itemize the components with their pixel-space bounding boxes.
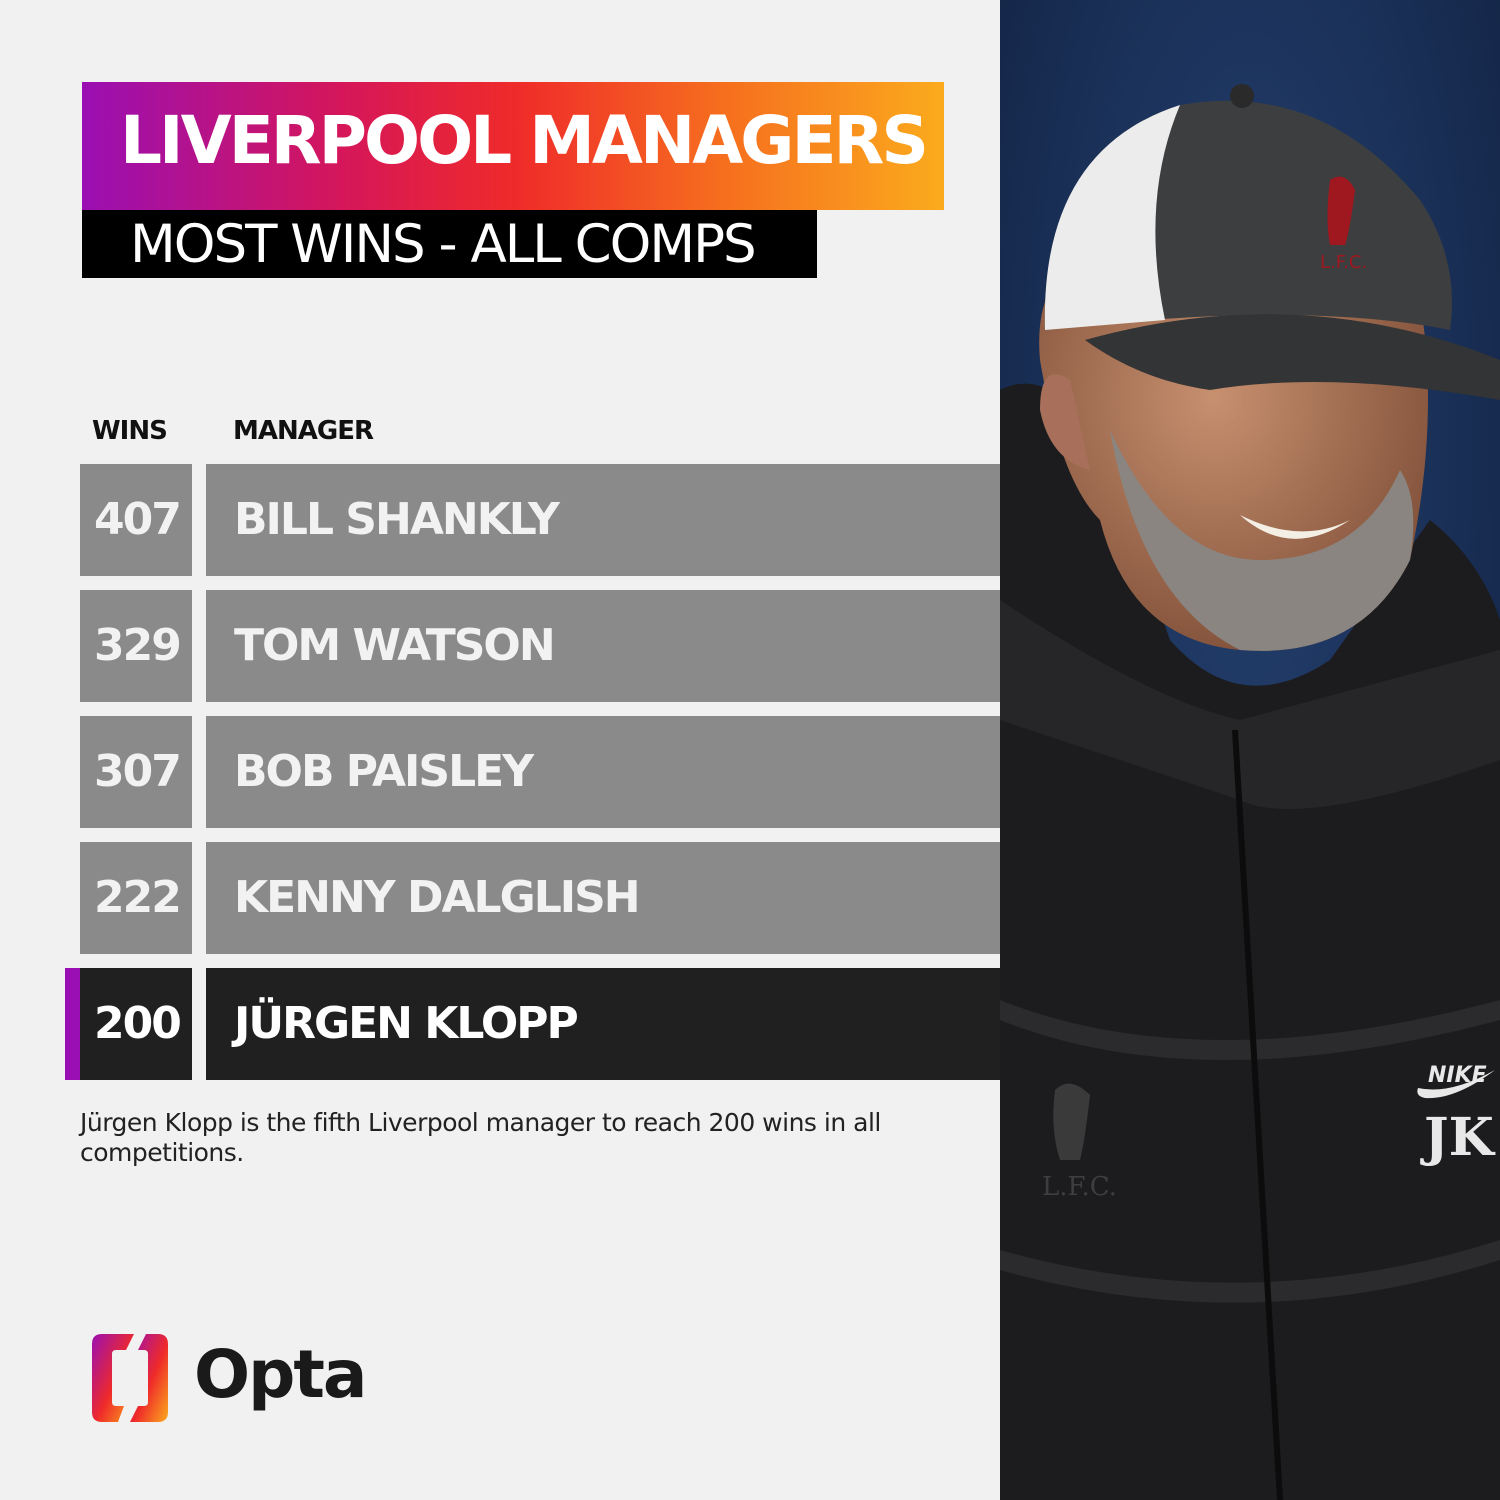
jacket-markings: L.F.C. NIKE JK bbox=[1042, 1063, 1496, 1202]
page-title: LIVERPOOL MANAGERS bbox=[120, 102, 929, 179]
jacket bbox=[1000, 383, 1500, 1500]
manager-cell: KENNY DALGLISH bbox=[206, 842, 1000, 954]
subtitle-banner: MOST WINS - ALL COMPS bbox=[82, 210, 817, 278]
cap: L.F.C. bbox=[1044, 84, 1500, 400]
opta-logo: Opta bbox=[90, 1328, 390, 1428]
table-row: 307 BOB PAISLEY bbox=[0, 716, 1000, 828]
swoosh-icon bbox=[1417, 1070, 1495, 1099]
jacket-brand-text: NIKE bbox=[1428, 1063, 1487, 1088]
column-header-manager: MANAGER bbox=[233, 416, 374, 446]
footnote: Jürgen Klopp is the fifth Liverpool mana… bbox=[80, 1108, 881, 1167]
wins-value: 407 bbox=[94, 494, 182, 545]
wins-cell: 200 bbox=[80, 968, 192, 1080]
manager-name: BOB PAISLEY bbox=[234, 746, 534, 797]
wins-value: 222 bbox=[94, 872, 182, 923]
title-banner: LIVERPOOL MANAGERS bbox=[82, 82, 944, 210]
wins-value: 200 bbox=[94, 998, 182, 1049]
jacket-crest-icon bbox=[1053, 1083, 1090, 1160]
wins-cell: 329 bbox=[80, 590, 192, 702]
column-header-wins: WINS bbox=[92, 416, 168, 446]
jacket-crest-text: L.F.C. bbox=[1042, 1172, 1117, 1202]
wins-value: 307 bbox=[94, 746, 182, 797]
highlight-accent-bar bbox=[65, 968, 80, 1080]
wins-cell: 307 bbox=[80, 716, 192, 828]
table-row: 407 BILL SHANKLY bbox=[0, 464, 1000, 576]
cap-crest-text: L.F.C. bbox=[1320, 252, 1367, 273]
manager-cell: BILL SHANKLY bbox=[206, 464, 1000, 576]
manager-name: KENNY DALGLISH bbox=[234, 872, 641, 923]
wins-value: 329 bbox=[94, 620, 182, 671]
wins-cell: 222 bbox=[80, 842, 192, 954]
table-row: 222 KENNY DALGLISH bbox=[0, 842, 1000, 954]
manager-name: JÜRGEN KLOPP bbox=[234, 998, 579, 1049]
manager-cell: TOM WATSON bbox=[206, 590, 1000, 702]
opta-wordmark: Opta bbox=[194, 1336, 367, 1413]
manager-photo: L.F.C. L.F.C. NIKE JK bbox=[1000, 0, 1500, 1500]
table-row-highlighted: 200 JÜRGEN KLOPP bbox=[0, 968, 1000, 1080]
wins-cell: 407 bbox=[80, 464, 192, 576]
manager-name: TOM WATSON bbox=[234, 620, 556, 671]
manager-cell: BOB PAISLEY bbox=[206, 716, 1000, 828]
manager-name: BILL SHANKLY bbox=[234, 494, 560, 545]
liverbird-crest-icon bbox=[1327, 176, 1355, 245]
page-subtitle: MOST WINS - ALL COMPS bbox=[130, 214, 757, 275]
jacket-initials-text: JK bbox=[1420, 1107, 1496, 1168]
opta-logo-icon bbox=[92, 1334, 168, 1422]
table-row: 329 TOM WATSON bbox=[0, 590, 1000, 702]
manager-cell: JÜRGEN KLOPP bbox=[206, 968, 1000, 1080]
